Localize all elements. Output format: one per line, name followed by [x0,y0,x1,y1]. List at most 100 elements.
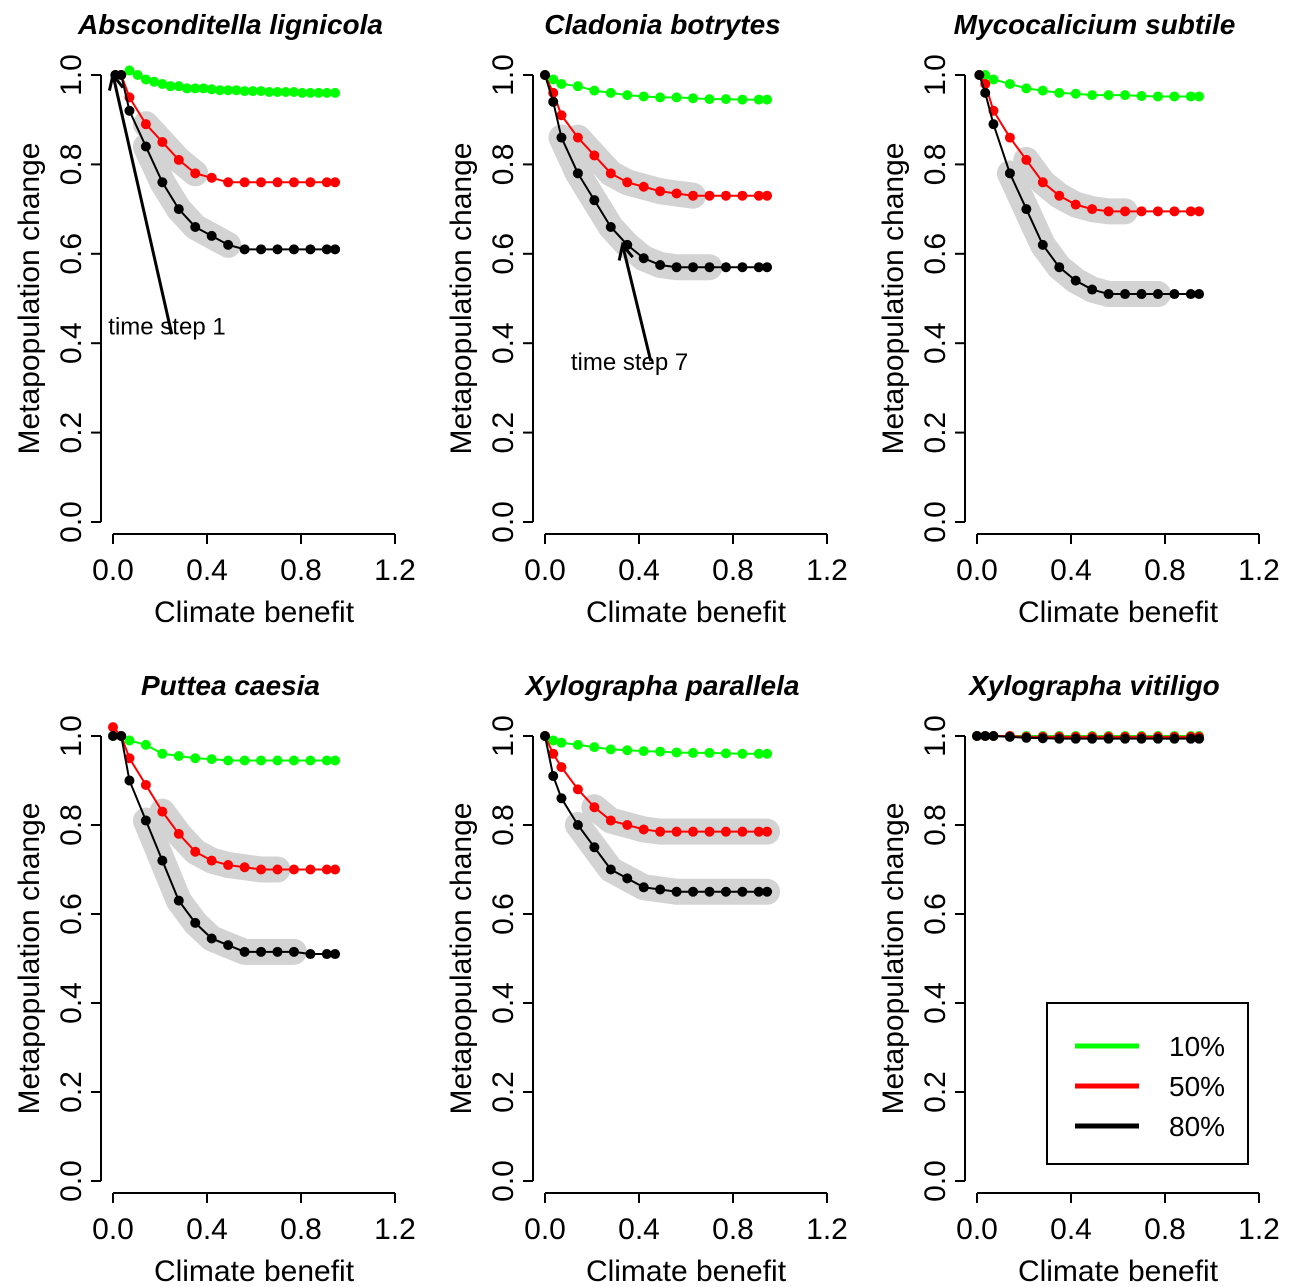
series-line-80% [113,735,336,956]
data-point [1037,733,1048,744]
data-point [288,244,299,255]
data-point [638,824,649,835]
data-point [556,762,567,773]
x-tick-label: 0.8 [280,554,322,587]
data-point [223,940,234,951]
data-point [182,83,193,94]
y-tick-label: 0.8 [919,144,952,186]
data-point [1136,206,1147,217]
y-tick-label: 0.0 [55,1160,88,1202]
data-point [206,172,217,183]
series-line-50% [544,735,768,833]
data-point [622,873,633,884]
data-point [988,74,999,85]
x-tick-label: 0.0 [92,554,134,587]
data-point [140,815,151,826]
x-axis-title: Climate benefit [586,596,787,629]
data-point [140,141,151,152]
y-tick-label: 0.4 [55,982,88,1024]
series-line-80% [544,735,768,893]
data-point [572,132,583,143]
data-point [1136,733,1147,744]
data-point [305,864,316,875]
y-axis-title: Metapopulation change [877,143,910,455]
data-point [321,864,332,875]
y-tick-label: 0.0 [55,501,88,543]
y-tick-label: 0.2 [487,412,520,454]
data-point [1185,733,1196,744]
data-point [622,745,633,756]
data-point [288,946,299,957]
data-point [239,755,250,766]
x-tick-label: 1.2 [374,1213,416,1246]
data-point [280,86,291,97]
data-point [223,85,234,96]
data-point [572,739,583,750]
data-point [239,177,250,188]
annotation-text: time step 7 [571,349,688,376]
y-axis-title: Metapopulation change [445,143,478,455]
data-point [288,755,299,766]
data-point [737,748,748,759]
series-line-10% [544,74,768,101]
data-point [1103,289,1114,300]
annotation-arrow [111,74,174,335]
data-point [737,94,748,105]
data-point [704,190,715,201]
series-line-80% [978,74,1200,296]
data-point [124,753,135,764]
data-point [231,85,242,96]
data-point [572,784,583,795]
data-point [720,886,731,897]
x-tick-label: 0.4 [1050,1213,1092,1246]
data-point [305,244,316,255]
data-point [540,731,550,741]
data-point [1136,91,1147,102]
panel-title: Xylographa vitiligo [967,670,1219,701]
y-tick-label: 0.6 [919,893,952,935]
x-axis-title: Climate benefit [586,1255,787,1287]
x-tick-label: 0.0 [524,554,566,587]
data-point [540,70,550,80]
data-point [1194,91,1205,102]
y-axis-title: Metapopulation change [445,803,478,1115]
data-point [655,826,666,837]
data-point [704,262,715,273]
data-point [1136,289,1147,300]
data-point [157,78,168,89]
data-point [1152,733,1163,744]
data-point [988,119,999,130]
data-point [321,87,332,98]
data-point [556,737,567,748]
data-point [704,886,715,897]
data-point [272,864,283,875]
data-point [622,177,633,188]
panel-title: Cladonia botrytes [544,9,780,40]
data-point [1169,91,1180,102]
data-point [116,70,127,80]
data-point [589,195,600,206]
y-tick-label: 0.6 [487,233,520,275]
data-point [140,119,151,130]
data-point [206,855,217,866]
data-point [124,65,135,76]
y-tick-label: 0.0 [919,501,952,543]
data-point [1054,262,1065,273]
data-point [572,81,583,92]
y-tick-label: 0.8 [55,804,88,846]
data-point [605,87,616,98]
data-point [198,83,209,94]
x-tick-label: 0.4 [186,554,228,587]
data-point [605,168,616,179]
data-point [157,137,168,148]
series-line-50% [112,726,336,871]
data-point [1185,289,1196,300]
data-point [256,946,267,957]
data-point [638,253,649,264]
y-tick-label: 0.0 [487,501,520,543]
x-axis-title: Climate benefit [154,596,355,629]
data-point [1054,87,1065,98]
data-point [1037,177,1048,188]
data-point [1021,732,1032,743]
data-point [556,78,567,89]
